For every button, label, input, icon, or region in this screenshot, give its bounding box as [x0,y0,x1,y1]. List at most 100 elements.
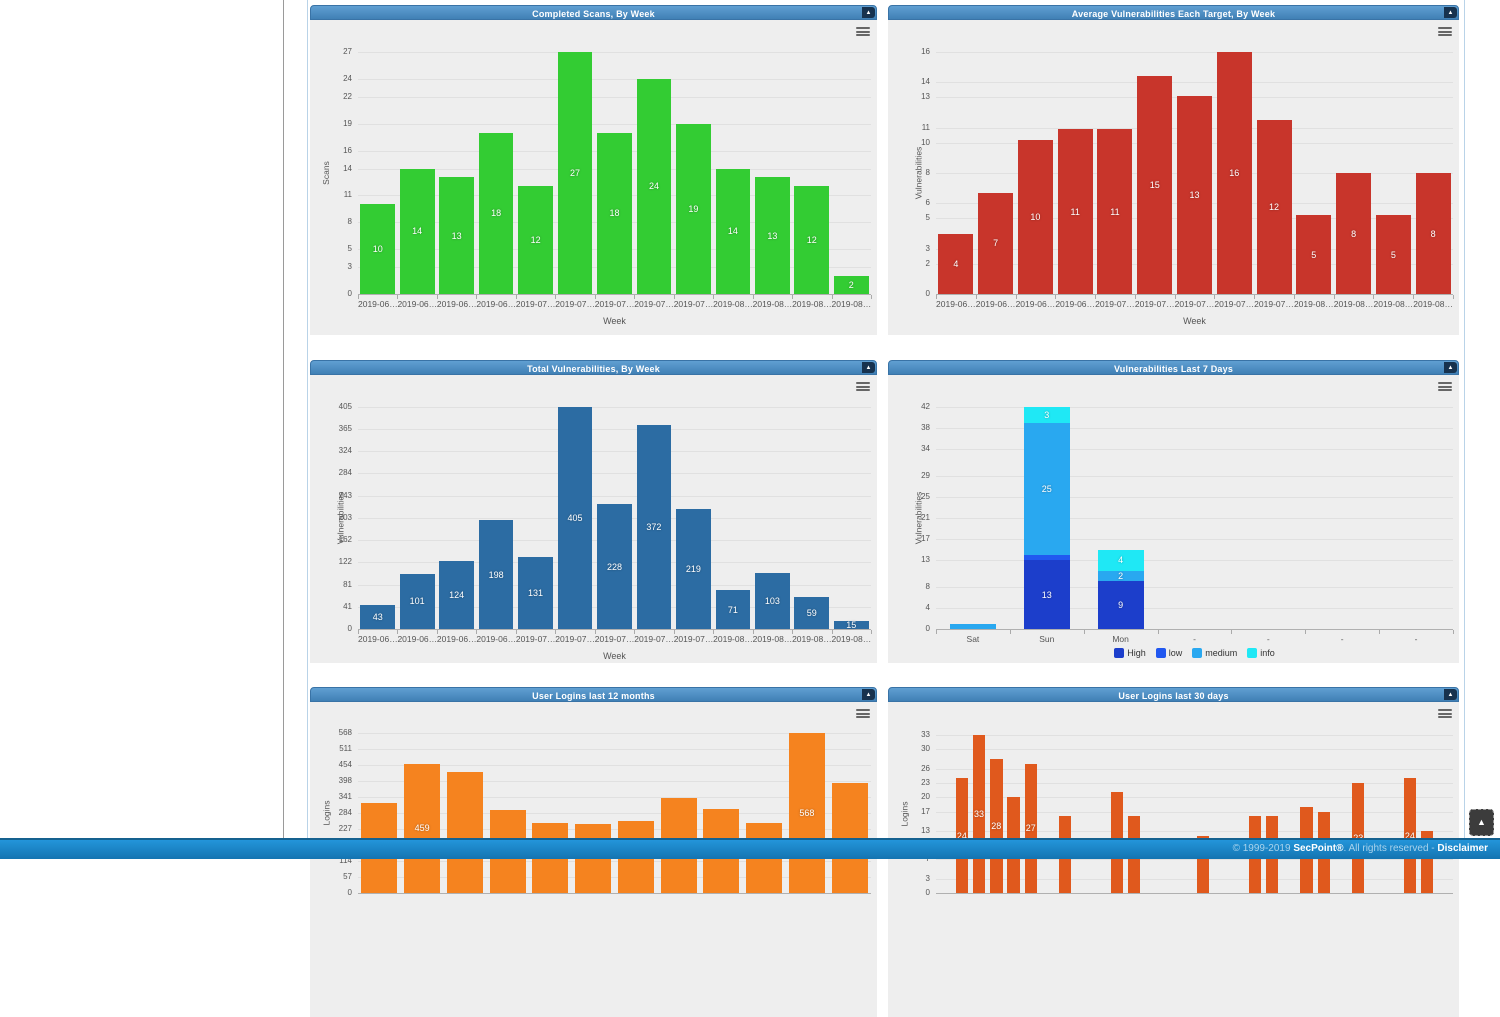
y-axis-tick-label: 11 [343,190,352,200]
bar-value-label: 372 [646,522,662,533]
x-axis-tick-mark [752,295,754,299]
bar[interactable] [1177,95,1212,294]
chart-menu-button[interactable] [856,27,870,38]
gridline [936,811,1453,813]
x-axis-category-label: 2019-06… [358,634,398,644]
bar[interactable] [518,186,553,294]
bar[interactable] [833,620,869,629]
x-axis-category-label: 2019-06… [436,299,477,309]
bar-value-label: 24 [1404,830,1415,841]
legend-item-high[interactable]: High [1114,648,1146,658]
x-axis-tick-mark [871,630,872,634]
chart-menu-button[interactable] [856,709,870,720]
x-axis-tick-mark [1413,295,1415,299]
bar-value-label: 19 [688,203,699,214]
back-to-top-button[interactable]: ▲ [1469,809,1494,836]
collapse-panel-button[interactable]: ▲ [862,7,875,18]
bar-segment-medium[interactable] [1023,422,1070,555]
bar-segment-high[interactable] [1023,560,1070,629]
bar[interactable] [978,192,1014,294]
bar-value-label: 43 [372,612,383,623]
bar[interactable] [715,168,751,294]
gridline [936,735,1453,736]
bar[interactable] [439,177,474,294]
bar[interactable] [1336,173,1372,294]
bar[interactable] [1375,215,1411,294]
bar[interactable] [676,508,711,629]
bar-segment-low[interactable] [1023,555,1070,561]
x-axis-tick-mark [831,630,833,634]
x-axis-tick-mark [594,295,596,299]
bar[interactable] [439,561,474,629]
bar[interactable] [1256,120,1292,294]
bar[interactable] [754,572,790,629]
chart-menu-button[interactable] [856,382,870,393]
bar-segment-info[interactable] [1097,549,1144,571]
y-axis-tick-label: 8 [925,581,930,591]
chart-menu-button[interactable] [1438,709,1452,720]
bar[interactable] [597,504,632,629]
collapse-panel-button[interactable]: ▲ [862,362,875,373]
legend-item-info[interactable]: info [1247,648,1275,658]
x-axis-category-label: 2019-08… [792,634,832,644]
bar-segment-high[interactable] [1097,581,1144,629]
bar[interactable] [676,123,711,294]
y-axis-tick-label: 21 [921,513,930,522]
bar[interactable] [597,132,632,294]
bar[interactable] [399,573,435,629]
bar[interactable] [557,407,593,629]
bar[interactable] [636,425,672,629]
bar[interactable] [360,605,396,629]
bar[interactable] [478,520,514,629]
y-axis-tick-label: 25 [921,491,930,501]
bar[interactable] [1097,129,1133,294]
bar-value-label: 10 [372,244,383,255]
gridline [936,586,1453,588]
bar[interactable] [557,52,593,294]
bar[interactable] [715,590,751,629]
disclaimer-link[interactable]: Disclaimer [1437,843,1488,854]
bar[interactable] [1057,129,1093,294]
bar[interactable] [1137,76,1173,294]
bar-segment-medium[interactable] [1097,570,1144,582]
bar-segment-info[interactable] [1023,407,1070,423]
x-axis-tick-mark [792,630,794,634]
gridline [358,829,871,831]
bar[interactable] [938,233,974,294]
bar[interactable] [446,771,483,893]
bar[interactable] [754,177,790,294]
bar-segment-medium[interactable] [950,623,996,629]
collapse-panel-button[interactable]: ▲ [1444,689,1457,700]
gridline [936,82,1453,84]
x-axis-category-label: 2019-06… [936,299,976,309]
y-axis-tick-label: 10 [921,137,930,147]
bar[interactable] [399,168,435,294]
x-axis-category-label: 2019-08… [713,299,753,309]
bar[interactable] [518,557,553,629]
bar[interactable] [794,186,830,294]
chart-menu-button[interactable] [1438,27,1452,38]
collapse-arrow-icon: ▲ [1447,364,1454,371]
x-axis-tick-mark [1009,630,1011,634]
bar[interactable] [794,596,830,629]
bar[interactable] [1296,215,1332,294]
chart-menu-button[interactable] [1438,382,1452,393]
bar[interactable] [636,78,672,294]
bar[interactable] [833,276,869,294]
bar[interactable] [360,204,396,294]
collapse-panel-button[interactable]: ▲ [1444,7,1457,18]
bar[interactable] [1415,173,1451,294]
bar[interactable] [478,132,514,294]
y-axis-tick-label: 3 [925,873,930,883]
bar[interactable] [1017,139,1053,294]
panel-header: Total Vulnerabilities, By Week ▲ [310,360,877,375]
legend-label: info [1260,648,1275,658]
panel-title: User Logins last 30 days [1118,691,1229,701]
x-axis-category-label: 2019-07… [634,634,674,644]
bar-value-label: 131 [528,588,544,599]
collapse-panel-button[interactable]: ▲ [1444,362,1457,373]
legend-item-low[interactable]: low [1155,648,1182,658]
legend-item-medium[interactable]: medium [1192,648,1237,658]
bar[interactable] [1216,52,1252,294]
collapse-panel-button[interactable]: ▲ [862,689,875,700]
